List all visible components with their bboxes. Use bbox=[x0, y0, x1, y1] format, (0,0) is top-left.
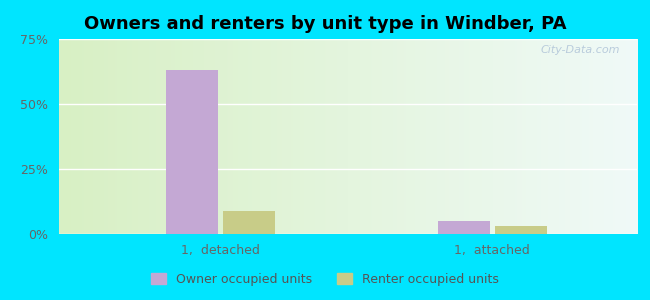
Legend: Owner occupied units, Renter occupied units: Owner occupied units, Renter occupied un… bbox=[146, 268, 504, 291]
Bar bbox=[437, 221, 489, 234]
Text: City-Data.com: City-Data.com bbox=[540, 45, 619, 55]
Bar bbox=[166, 70, 218, 234]
Text: Owners and renters by unit type in Windber, PA: Owners and renters by unit type in Windb… bbox=[84, 15, 566, 33]
Bar bbox=[223, 211, 275, 234]
Bar bbox=[495, 226, 547, 234]
